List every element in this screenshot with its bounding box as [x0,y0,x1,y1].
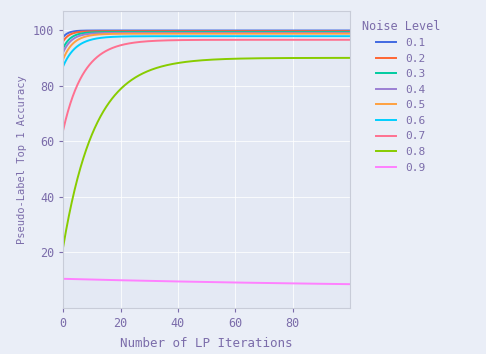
0.8 [111,94,117,98]
0.2 [252,29,258,33]
0.1 [235,28,241,33]
0.7 [111,45,117,50]
0.6 [276,34,282,38]
Line: 0.6: 0.6 [63,36,350,66]
0.3 [347,30,353,34]
0.9 [190,280,196,284]
0.2 [276,29,282,33]
Line: 0.9: 0.9 [63,279,350,284]
0.6 [190,34,196,38]
0.4 [347,31,352,35]
0.7 [347,38,353,42]
0.3 [229,30,235,34]
0.7 [134,40,140,44]
0.1 [111,28,117,33]
0.6 [347,34,353,38]
0.4 [347,31,353,35]
Line: 0.2: 0.2 [63,31,350,41]
X-axis label: Number of LP Iterations: Number of LP Iterations [121,337,293,350]
0.9 [252,281,258,285]
0.8 [347,56,353,60]
0.1 [229,28,235,33]
0.4 [190,31,196,35]
0.4 [60,50,66,55]
0.1 [60,35,66,39]
0.3 [134,30,140,34]
0.4 [111,31,117,35]
0.5 [252,32,258,36]
0.5 [111,32,117,36]
0.1 [347,28,353,33]
0.8 [134,74,140,79]
0.5 [347,32,353,36]
0.5 [276,32,282,36]
0.8 [276,56,282,60]
0.4 [134,31,140,35]
0.4 [252,31,258,35]
0.6 [111,35,117,39]
0.7 [229,38,235,42]
0.3 [111,30,117,34]
Line: 0.4: 0.4 [63,33,350,52]
0.7 [252,38,258,42]
0.9 [111,278,117,282]
0.6 [134,34,140,39]
0.2 [229,29,235,33]
0.2 [277,29,282,33]
0.2 [60,39,66,43]
Line: 0.5: 0.5 [63,34,350,59]
0.1 [252,28,258,33]
0.8 [60,245,66,249]
0.2 [134,29,140,33]
0.9 [134,279,140,283]
0.6 [229,34,235,38]
0.2 [347,29,353,33]
0.6 [252,34,258,38]
0.1 [134,28,140,33]
0.5 [229,32,235,36]
Line: 0.1: 0.1 [63,30,350,37]
0.9 [347,282,353,286]
0.5 [190,32,196,36]
0.8 [229,57,235,61]
0.8 [252,56,258,61]
Line: 0.7: 0.7 [63,40,350,130]
0.5 [134,32,140,36]
0.6 [60,64,66,68]
0.1 [277,28,282,33]
0.4 [276,31,282,35]
0.2 [111,29,117,33]
0.9 [276,281,282,285]
Legend: 0.1, 0.2, 0.3, 0.4, 0.5, 0.6, 0.7, 0.8, 0.9: 0.1, 0.2, 0.3, 0.4, 0.5, 0.6, 0.7, 0.8, … [358,16,443,176]
0.3 [252,30,258,34]
Y-axis label: Pseudo-Label Top 1 Accuracy: Pseudo-Label Top 1 Accuracy [17,75,27,244]
0.3 [60,46,66,50]
0.9 [229,280,235,285]
0.1 [190,28,196,33]
Line: 0.8: 0.8 [63,58,350,247]
0.7 [276,38,282,42]
0.8 [190,59,196,63]
Line: 0.3: 0.3 [63,32,350,48]
0.3 [276,30,282,34]
0.2 [190,29,196,33]
0.7 [190,38,196,42]
0.4 [229,31,235,35]
0.9 [60,277,66,281]
0.3 [320,30,326,34]
0.7 [60,128,66,132]
0.5 [60,57,66,61]
0.3 [190,30,196,34]
